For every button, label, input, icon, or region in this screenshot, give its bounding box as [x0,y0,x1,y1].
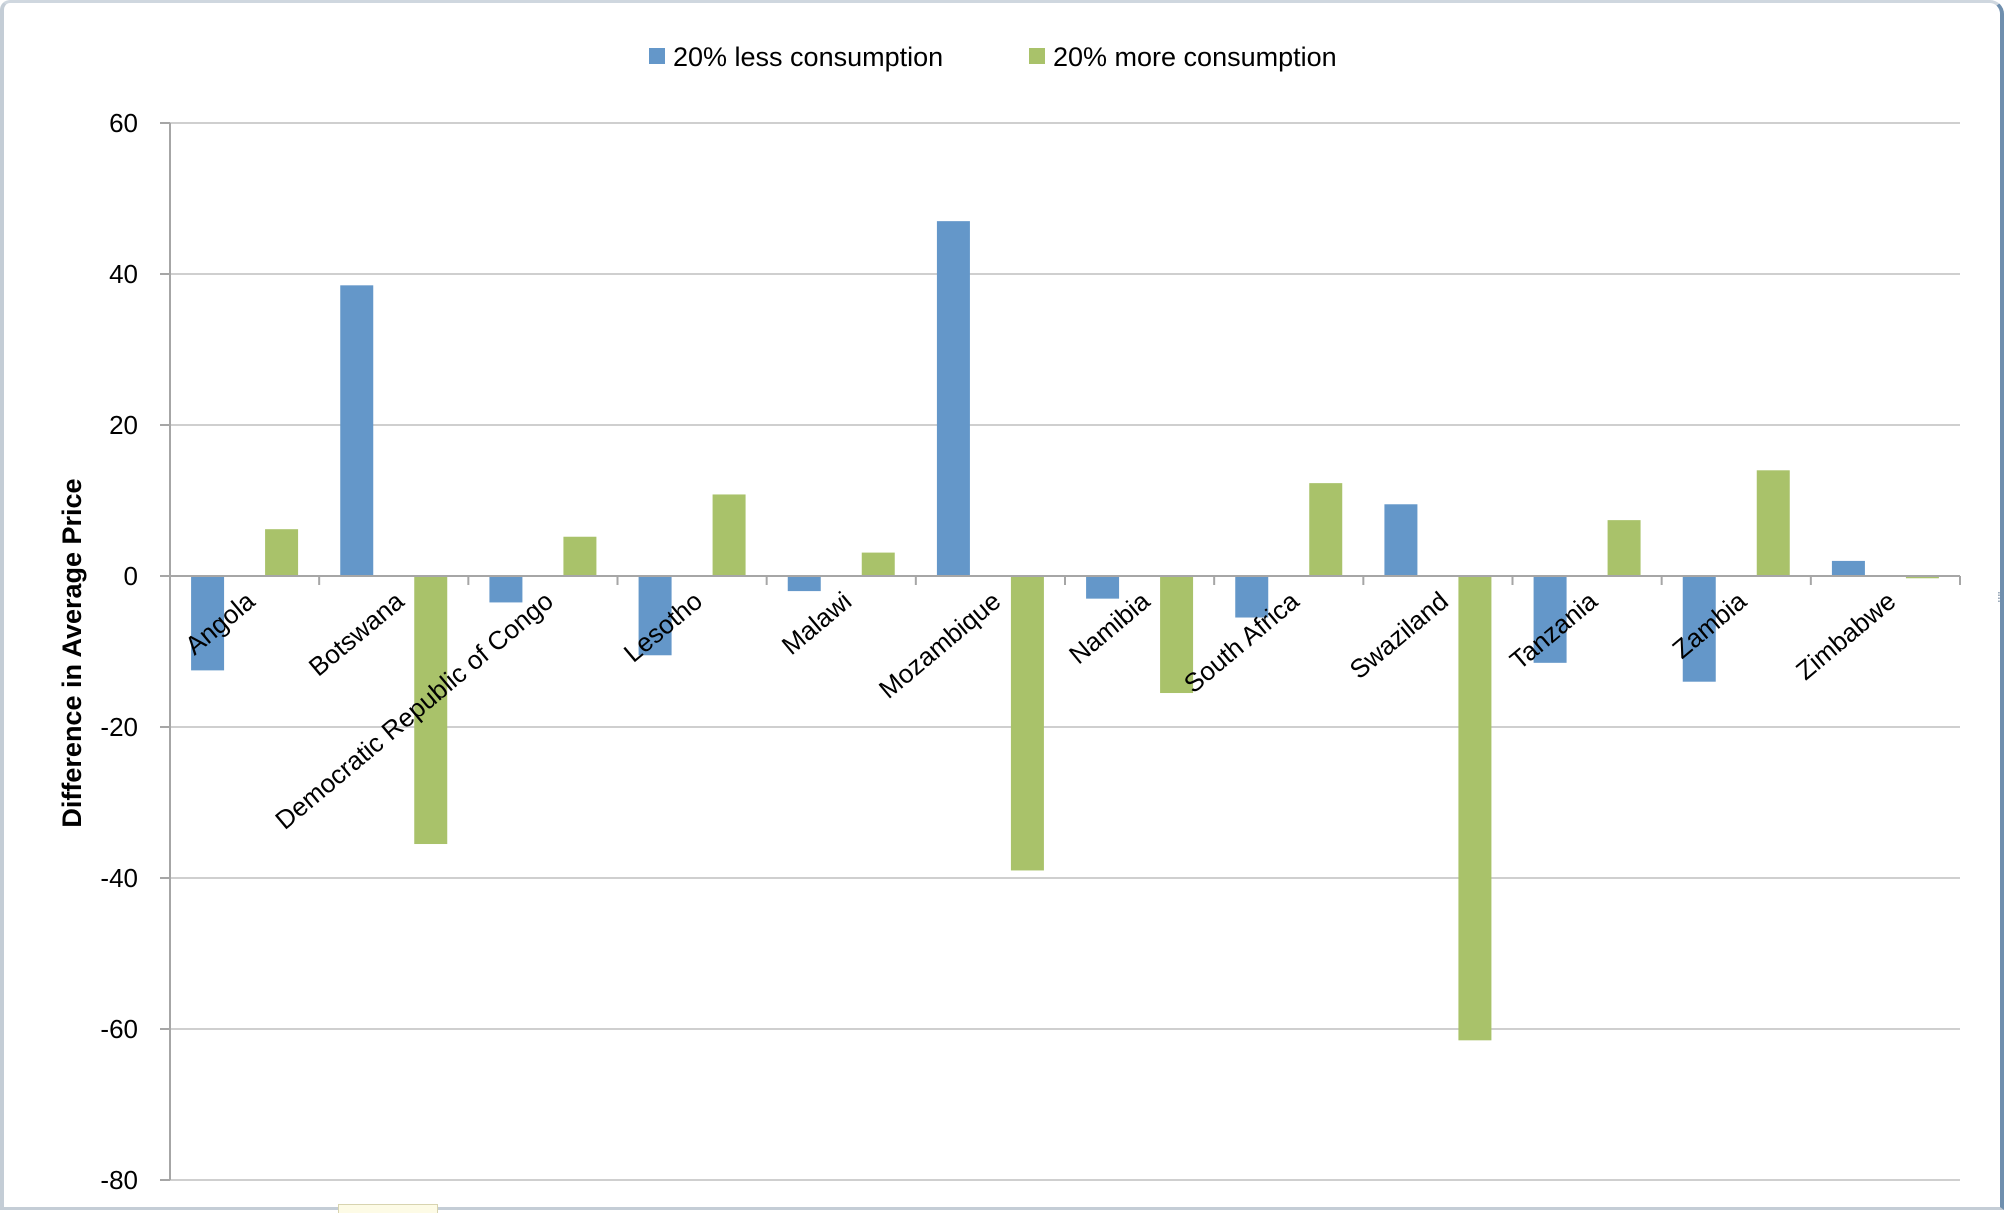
y-tick-label: 0 [124,561,138,591]
bar-more-botswana [414,576,448,845]
bar-more-namibia [1160,576,1194,694]
x-tick-label: Democratic Republic of Congo [269,586,558,836]
y-tick-label: -40 [100,863,138,893]
y-tick-label: 20 [109,410,138,440]
bar-more-tanzania [1607,520,1641,576]
legend-label: 20% less consumption [673,42,943,72]
bar-less-angola [191,576,225,671]
bar-less-lesotho [638,576,672,656]
bar-less-democratic-republic-of-congo [489,576,523,603]
bar-more-zambia [1756,470,1790,576]
y-tick-labels: 60 40 20 0 -20 -40 -60 -80 [100,108,138,1195]
bar-more-south-africa [1309,483,1343,576]
y-tick-label: 40 [109,259,138,289]
bar-less-south-africa [1235,576,1269,618]
y-tick-label: -20 [100,712,138,742]
bar-less-malawi [787,576,821,592]
bar-more-mozambique [1010,576,1044,871]
legend-swatch [649,48,665,64]
bar-more-malawi [861,552,895,576]
x-tick-label: Botswana [303,585,410,682]
bar-less-zambia [1682,576,1716,682]
axes [169,123,1960,1180]
x-tick-label: Swaziland [1344,586,1454,685]
bar-less-namibia [1086,576,1120,599]
bar-more-angola [265,529,299,576]
legend-swatch [1029,48,1045,64]
bar-more-democratic-republic-of-congo [563,536,597,576]
bar-less-mozambique [936,221,970,576]
y-tick-label: 60 [109,108,138,138]
y-tick-label: -80 [100,1165,138,1195]
bar-more-zimbabwe [1905,576,1939,579]
resize-grip-icon[interactable]: ⁞ [1997,589,2001,605]
legend: 20% less consumption 20% more consumption [649,42,1337,72]
x-tick-label: Mozambique [873,586,1006,705]
legend-label: 20% more consumption [1053,42,1337,72]
bar-less-botswana [340,285,374,576]
bar-more-lesotho [712,494,746,576]
x-tick-label: Malawi [776,586,857,661]
bar-less-zimbabwe [1831,560,1865,576]
bar-marks [191,221,1939,1041]
y-axis-title: Difference in Average Price [57,478,87,827]
bar-less-swaziland [1384,504,1418,576]
y-tick-label: -60 [100,1014,138,1044]
tooltip-tab [338,1204,438,1213]
bar-less-tanzania [1533,576,1567,663]
bar-more-swaziland [1458,576,1492,1041]
x-tick-label: Zimbabwe [1790,586,1901,686]
